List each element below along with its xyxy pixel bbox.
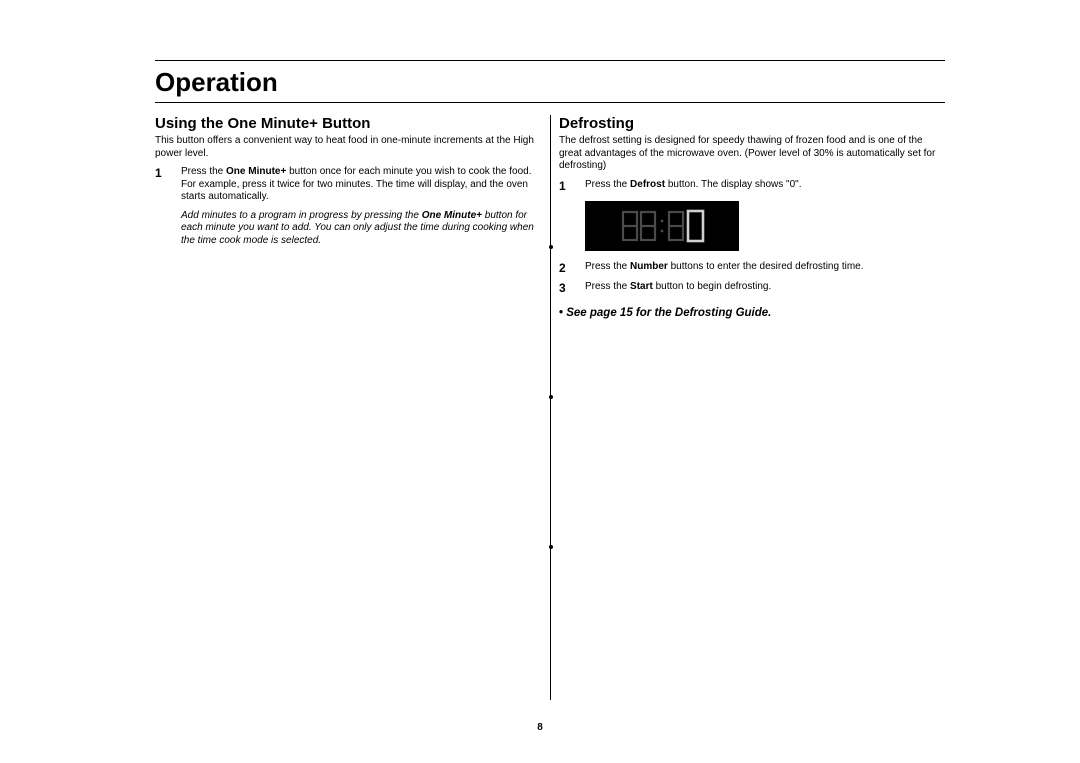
step-text: Press the One Minute+ button once for ea… — [181, 166, 541, 204]
step-text-bold: Start — [630, 281, 653, 292]
note-bold: One Minute+ — [422, 210, 482, 221]
intro-text-right: The defrost setting is designed for spee… — [559, 135, 945, 173]
note-part: Add minutes to a program in progress by … — [181, 210, 422, 221]
step-text: Press the Defrost button. The display sh… — [585, 179, 945, 193]
step-text-part: buttons to enter the desired defrosting … — [668, 261, 864, 272]
step-number: 3 — [559, 281, 571, 295]
page-title: Operation — [155, 65, 945, 100]
note-italic: Add minutes to a program in progress by … — [181, 210, 541, 248]
intro-text-left: This button offers a convenient way to h… — [155, 135, 541, 160]
rule-top — [155, 60, 945, 61]
step-text-part: button to begin defrosting. — [653, 281, 771, 292]
step-number: 2 — [559, 261, 571, 275]
binding-dot — [549, 245, 553, 249]
step-text: Press the Start button to begin defrosti… — [585, 281, 945, 295]
right-column: Defrosting The defrost setting is design… — [559, 115, 945, 700]
microwave-display — [585, 201, 945, 251]
step-row: 2 Press the Number buttons to enter the … — [559, 261, 945, 275]
step-number: 1 — [155, 166, 167, 204]
step-text-bold: One Minute+ — [226, 166, 286, 177]
page-number: 8 — [537, 722, 543, 733]
section-heading-left: Using the One Minute+ Button — [155, 115, 541, 132]
manual-page: Operation Using the One Minute+ Button T… — [0, 0, 1080, 763]
step-text-part: button. The display shows "0". — [665, 179, 801, 190]
section-heading-right: Defrosting — [559, 115, 945, 132]
columns: Using the One Minute+ Button This button… — [155, 115, 945, 700]
step-row: 3 Press the Start button to begin defros… — [559, 281, 945, 295]
rule-bottom — [155, 102, 945, 103]
step-text-part: Press the — [585, 281, 630, 292]
defrosting-guide-note: See page 15 for the Defrosting Guide. — [559, 307, 945, 319]
step-text-bold: Number — [630, 261, 668, 272]
left-column: Using the One Minute+ Button This button… — [155, 115, 541, 700]
step-text-bold: Defrost — [630, 179, 665, 190]
seven-segment-display-icon — [585, 201, 739, 251]
step-number: 1 — [559, 179, 571, 193]
step-text-part: Press the — [181, 166, 226, 177]
binding-dot — [549, 395, 553, 399]
step-text-part: Press the — [585, 261, 630, 272]
binding-dot — [549, 545, 553, 549]
step-row: 1 Press the Defrost button. The display … — [559, 179, 945, 193]
step-row: 1 Press the One Minute+ button once for … — [155, 166, 541, 204]
step-text: Press the Number buttons to enter the de… — [585, 261, 945, 275]
column-divider — [550, 115, 551, 700]
step-text-part: Press the — [585, 179, 630, 190]
